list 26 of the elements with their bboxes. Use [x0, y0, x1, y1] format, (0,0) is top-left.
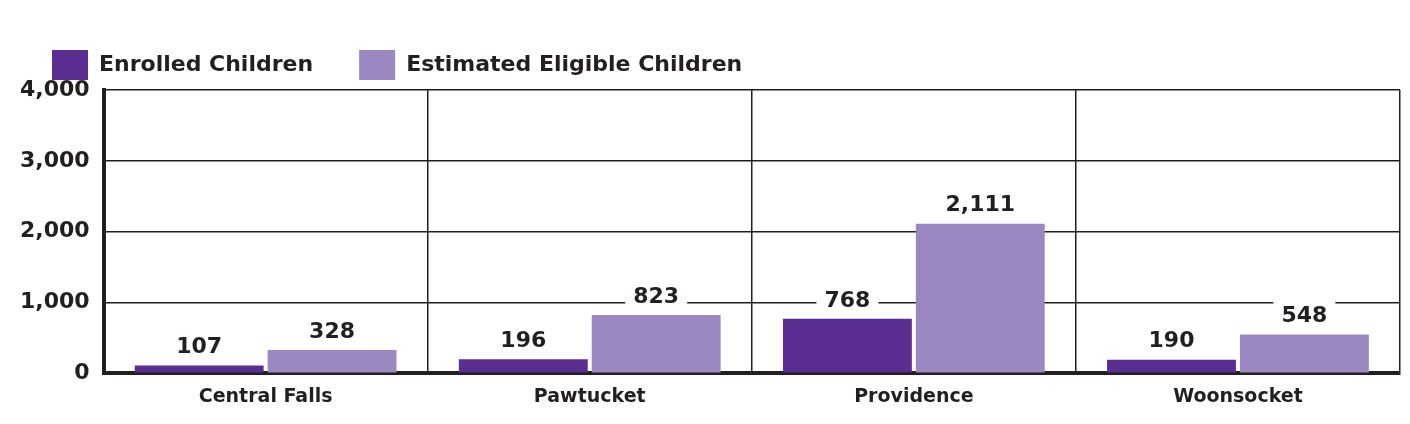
x-tick-label: Woonsocket: [1173, 383, 1303, 406]
bar: [267, 349, 397, 373]
data-label: 548: [1281, 302, 1328, 328]
data-label: 190: [1148, 327, 1195, 353]
y-tick-label: 4,000: [19, 75, 90, 101]
y-tick-label: 0: [74, 358, 90, 384]
x-tick-label: Central Falls: [198, 383, 333, 406]
bar: [915, 223, 1045, 373]
legend-label: Enrolled Children: [99, 50, 314, 76]
bar: [782, 318, 912, 373]
y-tick-label: 2,000: [19, 217, 90, 243]
data-label: 2,111: [945, 191, 1016, 217]
bar: [1239, 334, 1369, 373]
bar: [458, 359, 588, 373]
y-tick-label: 3,000: [19, 146, 90, 172]
x-tick-label: Providence: [854, 383, 974, 406]
x-tick-label: Pawtucket: [533, 383, 646, 406]
data-label: 107: [176, 333, 223, 359]
bar: [591, 314, 721, 373]
data-label: 768: [824, 286, 871, 312]
legend-label: Estimated Eligible Children: [406, 50, 743, 76]
bar: [1107, 359, 1236, 373]
data-label: 196: [500, 327, 547, 353]
data-label: 328: [309, 317, 356, 343]
y-tick-label: 1,000: [19, 288, 90, 314]
data-label: 823: [633, 282, 680, 308]
